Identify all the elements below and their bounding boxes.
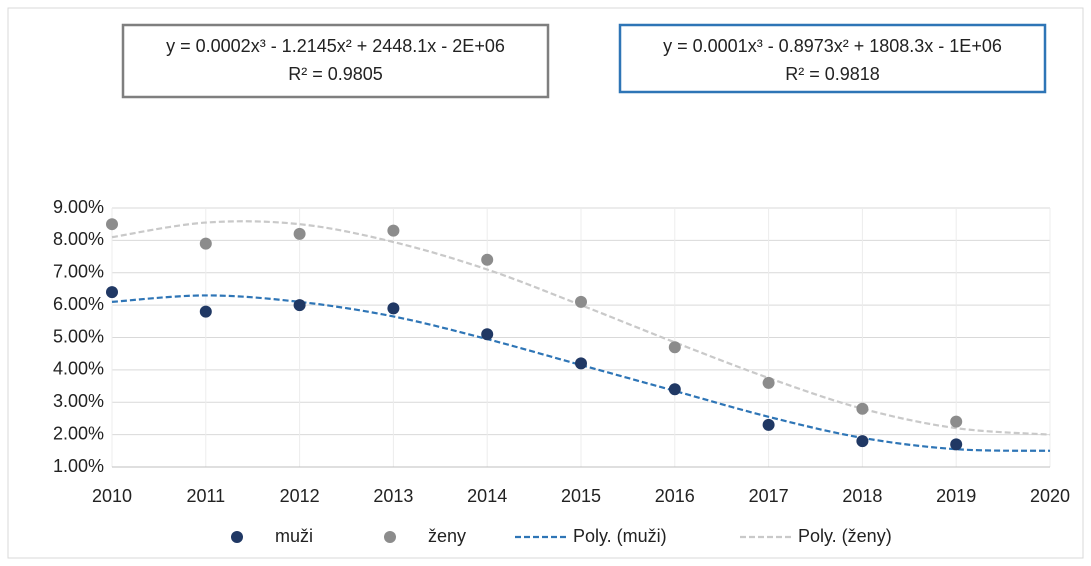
y-tick-label: 1.00% [53,456,104,476]
legend-label: Poly. (ženy) [798,526,892,546]
equation-box [121,23,550,99]
x-tick-label: 2015 [561,486,601,506]
x-tick-label: 2012 [280,486,320,506]
point [762,418,775,431]
y-tick-label: 7.00% [53,262,104,282]
y-tick-label: 5.00% [53,326,104,346]
point [856,402,869,415]
x-tick-label: 2011 [186,486,225,506]
point [950,415,963,428]
x-tick-label: 2010 [92,486,132,506]
equation-box [618,23,1047,94]
point [575,357,587,370]
x-tick-label: 2020 [1030,486,1070,506]
point [481,328,494,341]
point [293,299,306,312]
equation: y = 0.0002x³ - 1.2145x² + 2448.1x - 2E+0… [166,36,505,56]
x-tick-label: 2019 [936,486,976,506]
point [950,438,963,451]
point [199,305,212,318]
r-squared: R² = 0.9818 [785,64,880,84]
point [856,435,869,448]
point [387,302,400,315]
point [668,341,681,354]
point [199,237,212,250]
legend-label: muži [275,526,313,546]
x-tick-label: 2018 [842,486,882,506]
point [481,253,494,266]
r-squared: R² = 0.9805 [288,64,383,84]
x-tick-label: 2017 [749,486,789,506]
trendline [111,294,1051,452]
equation: y = 0.0001x³ - 0.8973x² + 1808.3x - 1E+0… [663,36,1002,56]
legend-marker [231,531,243,543]
point [387,224,400,237]
point [106,218,118,231]
point [762,376,775,389]
y-tick-label: 9.00% [53,197,104,217]
x-tick-label: 2016 [655,486,695,506]
point [106,286,118,299]
y-tick-label: 8.00% [53,229,104,249]
legend-label: ženy [428,526,466,546]
point [668,383,681,396]
y-tick-label: 6.00% [53,294,104,314]
x-tick-label: 2014 [467,486,507,506]
x-tick-label: 2013 [373,486,413,506]
y-tick-label: 2.00% [53,423,104,443]
chart-border [7,7,1084,559]
y-tick-label: 3.00% [53,391,104,411]
legend-marker [384,531,396,543]
point [575,295,587,308]
y-tick-label: 4.00% [53,359,104,379]
point [293,227,306,240]
legend-label: Poly. (muži) [573,526,667,546]
